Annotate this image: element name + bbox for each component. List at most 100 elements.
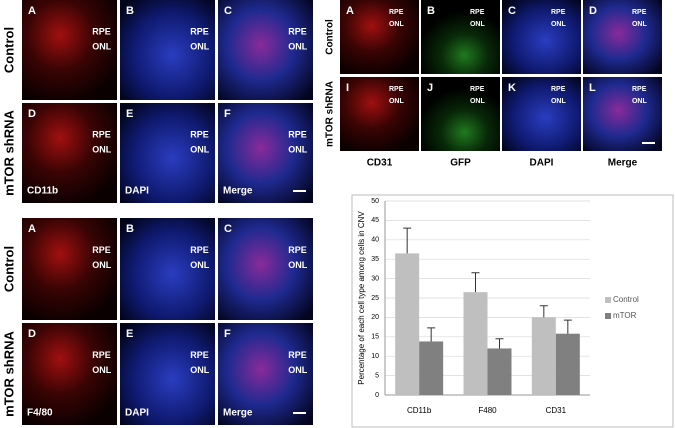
layer-label: RPE xyxy=(288,26,307,36)
micrograph xyxy=(218,0,313,100)
micrograph xyxy=(22,103,117,203)
y-tick-label: 30 xyxy=(371,275,379,282)
micrograph xyxy=(421,0,500,74)
micrograph xyxy=(218,103,313,203)
layer-label: RPE xyxy=(551,86,566,93)
legend-label: mTOR xyxy=(613,311,637,320)
x-tick-label: CD11b xyxy=(407,406,432,415)
micrograph xyxy=(502,0,581,74)
layer-label: RPE xyxy=(632,86,647,93)
y-tick-label: 10 xyxy=(371,353,379,360)
panel-letter: F xyxy=(224,108,231,120)
panel-letter: D xyxy=(28,328,36,340)
layer-label: RPE xyxy=(551,9,566,16)
layer-label: ONL xyxy=(92,365,112,375)
layer-label: RPE xyxy=(288,245,307,255)
panel-letter: C xyxy=(224,5,232,17)
micrograph xyxy=(583,77,662,151)
layer-label: RPE xyxy=(92,26,111,36)
error-bar xyxy=(403,227,412,254)
layer-label: ONL xyxy=(190,365,210,375)
micrograph xyxy=(583,0,662,74)
micrograph xyxy=(502,77,581,151)
panel-letter: E xyxy=(126,108,133,120)
micrograph xyxy=(22,218,117,320)
y-tick-label: 20 xyxy=(371,314,379,321)
layer-label: ONL xyxy=(288,144,308,154)
layer-label: ONL xyxy=(92,260,112,270)
panel-letter: A xyxy=(28,5,36,17)
y-axis-label: Percentage of each cell type among cells… xyxy=(357,211,366,385)
panel-letter: F xyxy=(224,328,231,340)
micrograph xyxy=(120,218,215,320)
panel-letter: J xyxy=(427,82,433,94)
panel-letter: A xyxy=(346,5,354,17)
micrograph xyxy=(421,77,500,151)
micrograph xyxy=(340,77,419,151)
layer-label: ONL xyxy=(389,98,405,105)
channel-label: CD11b xyxy=(27,186,58,197)
micrograph xyxy=(340,0,419,74)
row-label: Control xyxy=(325,19,336,55)
panel-letter: C xyxy=(224,223,232,235)
legend-label: Control xyxy=(613,295,639,304)
bar xyxy=(531,317,556,395)
channel-label: F4/80 xyxy=(27,408,53,419)
layer-label: ONL xyxy=(632,21,648,28)
channel-label: DAPI xyxy=(125,186,149,197)
layer-label: RPE xyxy=(389,9,404,16)
row-label: Control xyxy=(1,27,16,73)
layer-label: RPE xyxy=(470,9,485,16)
y-tick-label: 45 xyxy=(371,217,379,224)
chart-frame xyxy=(351,194,674,428)
bar xyxy=(419,341,444,395)
layer-label: RPE xyxy=(470,86,485,93)
channel-label: DAPI xyxy=(530,158,554,169)
micrograph xyxy=(218,323,313,425)
layer-label: ONL xyxy=(632,98,648,105)
layer-label: ONL xyxy=(190,41,210,51)
y-tick-label: 50 xyxy=(371,198,379,205)
layer-label: ONL xyxy=(551,21,567,28)
panel-letter: K xyxy=(508,82,516,94)
error-bar xyxy=(495,338,504,349)
y-tick-label: 5 xyxy=(375,372,379,379)
layer-label: RPE xyxy=(288,350,307,360)
panel-letter: A xyxy=(28,223,36,235)
bar xyxy=(395,253,420,395)
bar xyxy=(555,333,580,395)
micrograph xyxy=(120,323,215,425)
panel-letter: D xyxy=(589,5,597,17)
layer-label: RPE xyxy=(389,86,404,93)
layer-label: ONL xyxy=(92,41,112,51)
channel-label: Merge xyxy=(608,158,638,169)
layer-label: ONL xyxy=(389,21,405,28)
row-label: mTOR shRNA xyxy=(1,110,16,196)
micrograph xyxy=(218,218,313,320)
layer-label: RPE xyxy=(190,245,209,255)
layer-label: RPE xyxy=(190,26,209,36)
row-label: Control xyxy=(1,246,16,292)
layer-label: ONL xyxy=(288,365,308,375)
error-bar xyxy=(471,272,480,293)
error-bar xyxy=(539,305,548,318)
micrograph xyxy=(22,0,117,100)
panel-letter: E xyxy=(126,328,133,340)
layer-label: RPE xyxy=(92,350,111,360)
panel-letter: L xyxy=(589,82,596,94)
layer-label: RPE xyxy=(632,9,647,16)
x-tick-label: CD31 xyxy=(546,406,567,415)
y-tick-label: 0 xyxy=(375,392,379,399)
row-label: mTOR shRNA xyxy=(1,331,16,417)
error-bar xyxy=(427,327,436,342)
channel-label: DAPI xyxy=(125,408,149,419)
panel-letter: C xyxy=(508,5,516,17)
layer-label: ONL xyxy=(190,144,210,154)
micrograph xyxy=(22,323,117,425)
panel-letter: B xyxy=(126,5,134,17)
x-tick-label: F480 xyxy=(478,406,497,415)
layer-label: RPE xyxy=(190,129,209,139)
layer-label: RPE xyxy=(190,350,209,360)
y-tick-label: 35 xyxy=(371,256,379,263)
